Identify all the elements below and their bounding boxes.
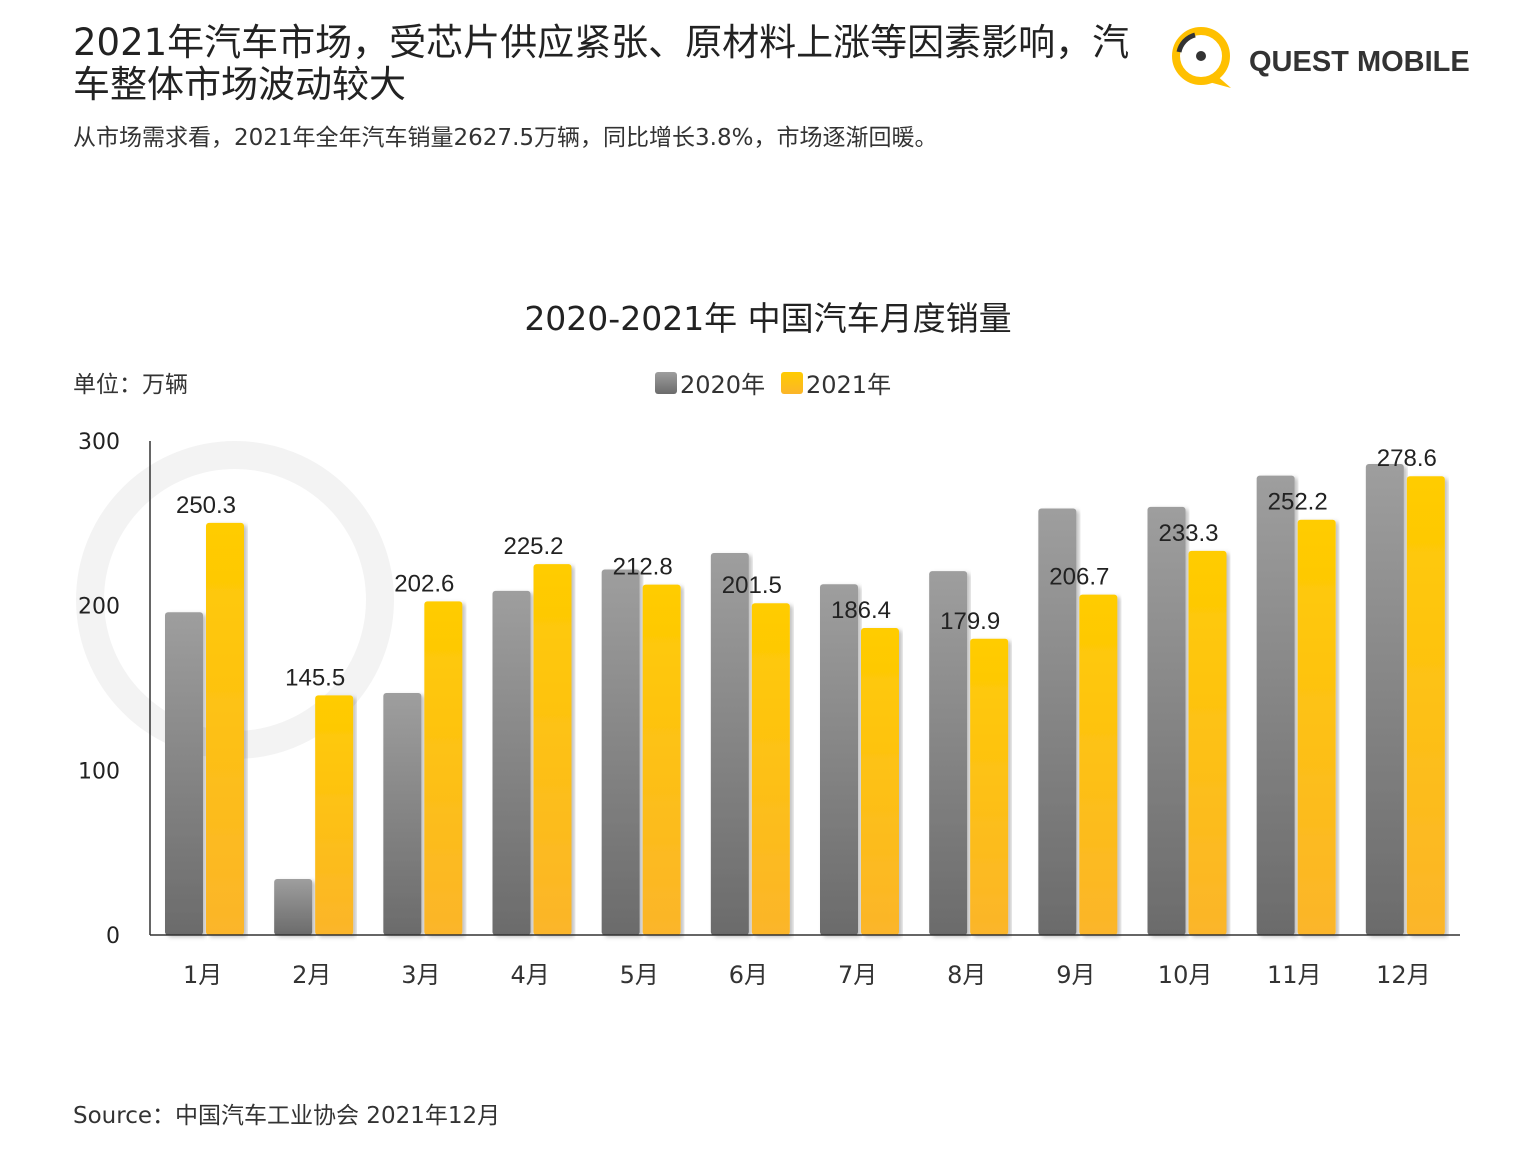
bar-2020年 xyxy=(1147,506,1186,935)
logo-text: QUEST MOBILE xyxy=(1249,45,1470,78)
data-label: 202.6 xyxy=(394,570,454,597)
data-label: 250.3 xyxy=(176,492,236,519)
y-tick-label: 200 xyxy=(78,595,120,620)
page-subtitle: 从市场需求看，2021年全年汽车销量2627.5万辆，同比增长3.8%，市场逐渐… xyxy=(73,125,938,151)
x-tick-label: 5月 xyxy=(620,961,659,989)
bar-2020年 xyxy=(820,584,858,935)
data-label: 179.9 xyxy=(940,608,1000,635)
legend-label: 2020年 xyxy=(680,371,765,399)
bar-2020年 xyxy=(274,879,313,935)
data-label: 201.5 xyxy=(722,572,782,599)
bar-2021年 xyxy=(970,638,1009,935)
data-label: 278.6 xyxy=(1377,445,1437,472)
bar-2021年 xyxy=(861,628,899,935)
x-tick-label: 12月 xyxy=(1376,961,1431,989)
chart-title: 2020-2021年 中国汽车月度销量 xyxy=(524,299,1011,338)
data-label: 252.2 xyxy=(1268,489,1328,516)
page-title: 2021年汽车市场，受芯片供应紧张、原材料上涨等因素影响，汽车整体市场波动较大 xyxy=(73,21,1130,106)
data-label: 186.4 xyxy=(831,597,891,624)
y-tick-label: 100 xyxy=(78,759,120,784)
bar-2020年 xyxy=(165,612,203,935)
x-tick-label: 9月 xyxy=(1056,961,1095,989)
x-tick-label: 10月 xyxy=(1158,961,1213,989)
legend-label: 2021年 xyxy=(806,371,891,399)
bar-2021年 xyxy=(533,564,572,935)
bar-2020年 xyxy=(601,569,640,935)
bar-2020年 xyxy=(1038,508,1077,935)
bar-2020年 xyxy=(492,590,531,935)
x-tick-label: 4月 xyxy=(510,961,549,989)
x-tick-label: 2月 xyxy=(292,961,331,989)
data-label: 212.8 xyxy=(613,554,673,581)
bar-2021年 xyxy=(1406,476,1445,935)
x-tick-label: 1月 xyxy=(183,961,222,989)
bar-2021年 xyxy=(751,603,790,935)
legend-swatch xyxy=(781,372,803,394)
x-tick-label: 8月 xyxy=(947,961,986,989)
data-label: 206.7 xyxy=(1049,564,1109,591)
logo: QUEST MOBILE xyxy=(1165,22,1470,94)
data-label: 145.5 xyxy=(285,664,345,691)
bar-2021年 xyxy=(424,601,463,935)
legend-swatch xyxy=(655,372,677,394)
x-tick-label: 7月 xyxy=(838,961,877,989)
x-tick-label: 11月 xyxy=(1267,961,1322,989)
data-label: 225.2 xyxy=(503,533,563,560)
bar-2021年 xyxy=(315,695,354,935)
data-label: 233.3 xyxy=(1158,520,1218,547)
bar-2020年 xyxy=(1256,475,1295,935)
bar-2020年 xyxy=(929,571,968,935)
unit-label: 单位：万辆 xyxy=(73,372,188,398)
bar-2021年 xyxy=(206,522,244,935)
bar-2021年 xyxy=(642,584,681,935)
x-tick-label: 6月 xyxy=(729,961,768,989)
bar-2021年 xyxy=(1188,550,1227,935)
bar-2021年 xyxy=(1079,594,1118,935)
x-tick-label: 3月 xyxy=(401,961,440,989)
y-tick-label: 300 xyxy=(78,430,120,455)
quest-mobile-logo-icon xyxy=(1172,27,1231,88)
source-note: Source：中国汽车工业协会 2021年12月 xyxy=(73,1103,501,1129)
bar-2020年 xyxy=(1365,464,1404,935)
bar-2020年 xyxy=(710,552,749,935)
bar-2021年 xyxy=(1297,519,1336,935)
bar-2020年 xyxy=(383,692,422,935)
y-tick-label: 0 xyxy=(106,924,120,949)
